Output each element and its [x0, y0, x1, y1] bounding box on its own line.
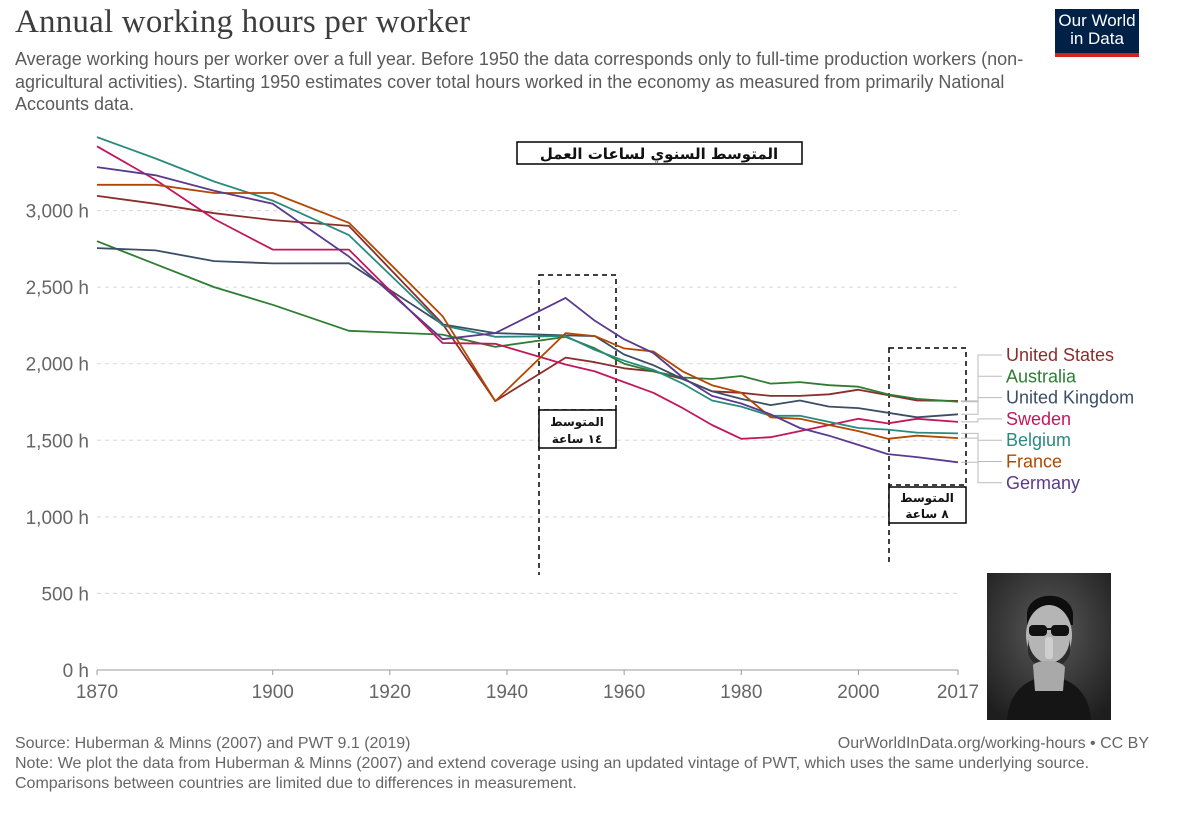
- series-line-sweden[interactable]: [96, 145, 959, 440]
- arabic-title-text: المتوسط السنوي لساعات العمل: [540, 145, 778, 164]
- x-tick-label: 1870: [76, 682, 118, 703]
- logo-line-1: Our World: [1058, 11, 1136, 30]
- average-box-1-line-1: المتوسط: [550, 415, 604, 430]
- legend-label-australia[interactable]: Australia: [1006, 366, 1077, 386]
- average-box-2-line-1: المتوسط: [900, 491, 954, 506]
- legend-leader-line: [961, 354, 1002, 402]
- x-tick-label: 1920: [369, 682, 411, 703]
- legend-leader-line: [961, 461, 1002, 484]
- average-box-2: المتوسط ٨ ساعة: [888, 486, 967, 524]
- y-tick-label: 0 h: [63, 661, 89, 682]
- series-line-united-kingdom[interactable]: [96, 247, 959, 419]
- legend-leader-line: [961, 437, 1002, 462]
- average-box-1-line-2: ١٤ ساعة: [552, 432, 603, 446]
- series-lines: [96, 136, 959, 464]
- y-tick-label: 1,500 h: [26, 431, 89, 452]
- x-axis: 1870 1900 1920 1940 1960 1980 2000 2017: [76, 669, 979, 703]
- owid-logo[interactable]: Our World in Data: [1055, 9, 1139, 57]
- source-text: Source: Huberman & Minns (2007) and PWT …: [15, 735, 411, 752]
- logo-line-2: in Data: [1070, 29, 1124, 48]
- legend-label-united-states[interactable]: United States: [1006, 345, 1114, 365]
- source-link[interactable]: OurWorldInData.org/working-hours • CC BY: [837, 735, 1149, 752]
- series-line-france[interactable]: [97, 183, 959, 440]
- grid-lines: [97, 210, 958, 594]
- legend-label-united-kingdom[interactable]: United Kingdom: [1006, 388, 1134, 408]
- arabic-title-annotation: المتوسط السنوي لساعات العمل: [516, 141, 803, 165]
- y-tick-label: 1,000 h: [26, 508, 89, 529]
- y-tick-label: 2,500 h: [26, 278, 89, 299]
- chart-subtitle: Average working hours per worker over a …: [15, 49, 1024, 114]
- series-line-australia[interactable]: [96, 240, 959, 403]
- legend-label-germany[interactable]: Germany: [1006, 473, 1080, 493]
- x-tick-label: 1960: [603, 682, 645, 703]
- series-line-germany[interactable]: [96, 166, 959, 464]
- legend-leader-line: [961, 432, 1002, 441]
- legend-label-sweden[interactable]: Sweden: [1006, 409, 1071, 429]
- legend-leader-line: [961, 418, 1002, 423]
- x-tick-label: 2017: [937, 682, 979, 703]
- line-chart: 0 h 500 h 1,000 h 1,500 h 2,000 h 2,500 h 3,00…: [26, 136, 1134, 703]
- average-box-2-line-2: ٨ ساعة: [905, 507, 949, 521]
- footer: Source: Huberman & Minns (2007) and PWT …: [15, 734, 1155, 794]
- legend-leader-line: [961, 375, 1002, 403]
- legend-leader-line: [961, 397, 1002, 415]
- y-tick-label: 500 h: [41, 584, 89, 605]
- legend-label-france[interactable]: France: [1006, 452, 1062, 472]
- legend-label-belgium[interactable]: Belgium: [1006, 430, 1071, 450]
- y-tick-label: 2,000 h: [26, 355, 89, 376]
- average-box-1: المتوسط ١٤ ساعة: [538, 409, 617, 449]
- x-tick-label: 1900: [252, 682, 294, 703]
- y-tick-label: 3,000 h: [26, 202, 89, 223]
- x-tick-label: 1980: [720, 682, 762, 703]
- chart-title: Annual working hours per worker: [15, 4, 471, 40]
- person-shush-photo: [987, 573, 1111, 720]
- x-tick-label: 1940: [486, 682, 528, 703]
- y-axis: 0 h 500 h 1,000 h 1,500 h 2,000 h 2,500 h 3,00…: [26, 202, 89, 682]
- footnote-text: Note: We plot the data from Huberman & M…: [15, 755, 1090, 792]
- series-line-belgium[interactable]: [96, 136, 959, 435]
- x-tick-label: 2000: [837, 682, 879, 703]
